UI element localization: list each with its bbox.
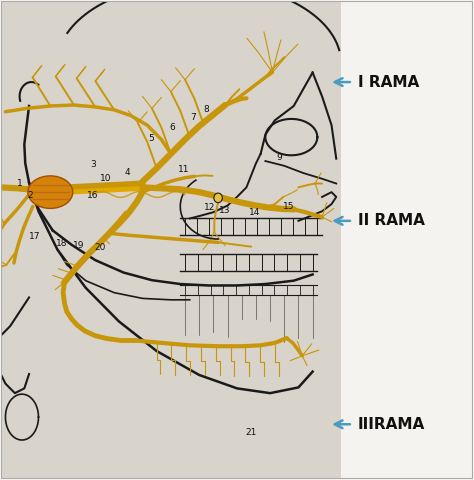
Text: 15: 15 — [283, 202, 295, 211]
FancyBboxPatch shape — [341, 0, 474, 480]
Text: 1: 1 — [17, 179, 22, 188]
Text: 21: 21 — [246, 428, 257, 437]
Text: 19: 19 — [73, 241, 84, 250]
Text: 18: 18 — [56, 240, 68, 248]
Text: 14: 14 — [249, 208, 261, 217]
Text: 20: 20 — [94, 243, 106, 252]
Ellipse shape — [28, 176, 73, 208]
Text: II RAMA: II RAMA — [357, 213, 424, 228]
Text: 3: 3 — [91, 160, 96, 169]
Text: 12: 12 — [204, 203, 215, 212]
Text: 13: 13 — [219, 206, 231, 215]
Ellipse shape — [214, 193, 222, 203]
Text: 6: 6 — [169, 122, 174, 132]
Text: 11: 11 — [178, 165, 190, 174]
Text: 16: 16 — [87, 192, 99, 201]
Text: 4: 4 — [125, 168, 130, 178]
Text: 9: 9 — [277, 153, 283, 162]
Text: IIIRAMA: IIIRAMA — [357, 417, 425, 432]
FancyBboxPatch shape — [0, 0, 341, 480]
Text: 7: 7 — [191, 113, 196, 122]
Text: 8: 8 — [203, 105, 209, 114]
Text: 17: 17 — [29, 232, 41, 240]
Text: 10: 10 — [100, 174, 111, 183]
Text: 2: 2 — [27, 191, 33, 200]
Text: I RAMA: I RAMA — [357, 74, 419, 90]
Text: 5: 5 — [148, 134, 154, 143]
